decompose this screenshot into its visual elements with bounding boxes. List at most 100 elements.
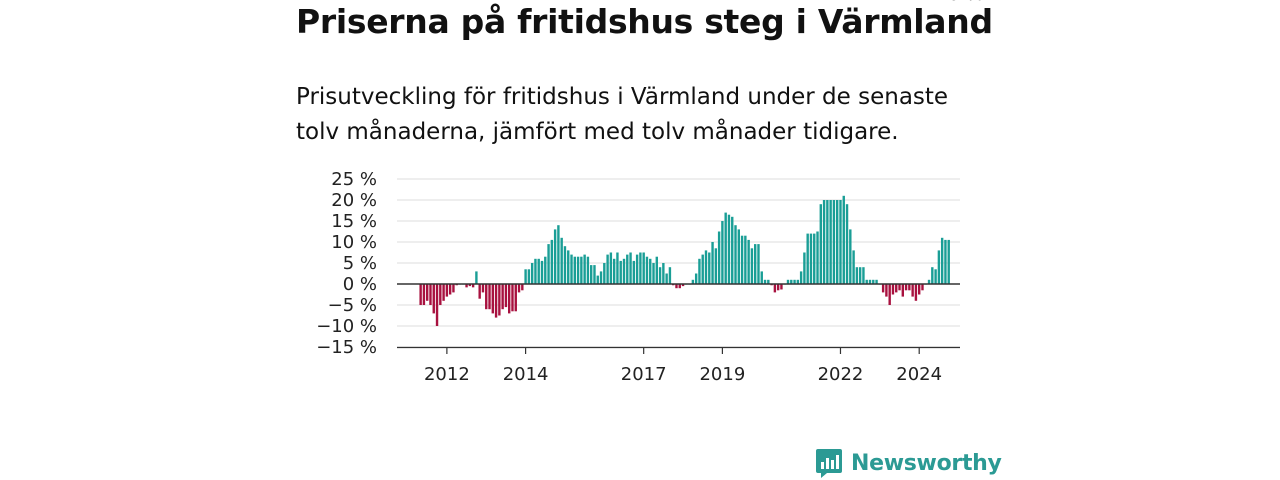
bar [517, 284, 521, 293]
bar [796, 279, 800, 284]
bar [763, 279, 767, 284]
bar [567, 250, 570, 284]
bar [701, 254, 704, 284]
bar [934, 269, 937, 284]
bar [790, 279, 793, 284]
bar [944, 239, 947, 284]
bar [754, 244, 757, 284]
bar [501, 284, 504, 310]
bar [708, 252, 711, 284]
bar [629, 252, 632, 284]
y-tick-label: 15 % [331, 211, 377, 232]
bar [537, 258, 540, 284]
bar [599, 271, 603, 284]
bar [816, 231, 819, 284]
y-tick-label: 0 % [343, 274, 377, 295]
bar [678, 284, 681, 289]
bar [940, 237, 944, 284]
bar [491, 284, 494, 314]
bar [911, 284, 914, 297]
newsworthy-logo-icon [816, 449, 842, 478]
bar [862, 267, 865, 284]
bar [891, 284, 895, 295]
bar [875, 279, 878, 284]
bar [914, 284, 918, 301]
bar [583, 254, 586, 284]
bar [570, 254, 573, 284]
bar [530, 263, 534, 284]
bars [419, 195, 950, 326]
bar [626, 254, 629, 284]
bar [429, 284, 432, 305]
bar [652, 263, 655, 284]
bar [927, 279, 931, 284]
bar [675, 284, 678, 289]
bar [550, 239, 554, 284]
bar [465, 284, 468, 288]
bar [681, 284, 685, 287]
bar [481, 284, 485, 293]
bar [422, 284, 426, 305]
x-tick-label: 2019 [699, 364, 745, 385]
bar [767, 279, 770, 284]
bar [829, 200, 832, 284]
bar [478, 284, 481, 299]
bar [698, 258, 701, 284]
bar [544, 256, 547, 284]
bar [918, 284, 921, 295]
bar [524, 269, 527, 284]
bar [576, 256, 580, 284]
bar [448, 284, 452, 295]
bar [508, 284, 511, 314]
bar [498, 284, 501, 316]
y-tick-label: −5 % [328, 295, 377, 316]
bar [711, 242, 714, 284]
bar [803, 252, 806, 284]
bar [885, 284, 888, 297]
bar [616, 252, 619, 284]
bar [780, 284, 783, 290]
bar [514, 284, 517, 312]
bar [606, 254, 609, 284]
y-tick-label: 5 % [343, 253, 377, 274]
bar [773, 284, 777, 293]
bar [445, 284, 449, 297]
bar [937, 250, 941, 284]
bar [612, 258, 616, 284]
bar [504, 284, 508, 308]
bar [452, 284, 455, 293]
bar [609, 252, 613, 284]
bar [858, 267, 862, 284]
bar [419, 284, 422, 305]
bar [475, 271, 478, 284]
bar [426, 284, 429, 301]
bar [724, 212, 727, 284]
bar [836, 200, 839, 284]
bar [898, 284, 901, 291]
bar [694, 273, 698, 284]
bar [521, 284, 524, 291]
bar [721, 221, 724, 284]
bar [432, 284, 435, 314]
bar [655, 256, 658, 284]
bar [632, 260, 636, 284]
bar [593, 265, 596, 284]
bar [872, 279, 875, 284]
bar [468, 284, 472, 287]
bar [622, 258, 626, 284]
bar [590, 265, 593, 284]
bar [793, 279, 796, 284]
bar [645, 256, 649, 284]
chart-title: Priserna på fritidshus steg i Värmland [296, 2, 993, 41]
bar [842, 195, 845, 284]
bar [485, 284, 488, 310]
bar [901, 284, 904, 297]
bar [553, 229, 557, 284]
bar [813, 233, 816, 284]
bar [822, 200, 826, 284]
brand-name: Newsworthy [851, 450, 1002, 476]
bar [888, 284, 891, 305]
y-tick-label: −15 % [316, 337, 377, 358]
y-tick-label: 25 % [331, 169, 377, 190]
